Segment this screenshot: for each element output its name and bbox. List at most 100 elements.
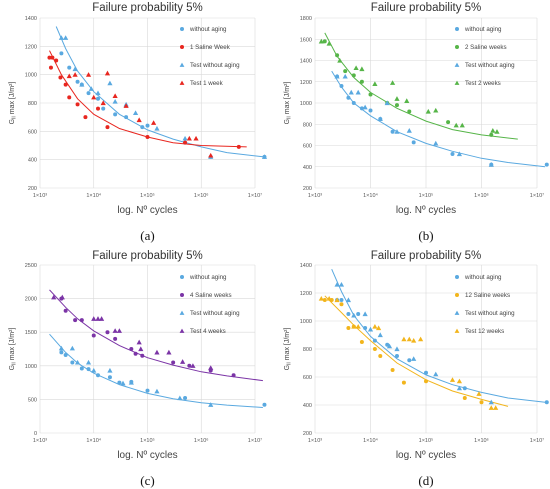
data-point (95, 90, 101, 96)
data-point (322, 298, 327, 302)
legend-marker (454, 62, 460, 67)
data-point (54, 58, 59, 63)
data-point (368, 92, 373, 97)
data-point (411, 338, 417, 343)
data-point (372, 324, 378, 329)
data-point (544, 162, 549, 167)
data-point (85, 359, 92, 365)
data-point (456, 378, 463, 384)
data-point (58, 75, 63, 80)
data-point (346, 95, 351, 100)
legend-marker (454, 80, 460, 85)
legend-marker (180, 27, 184, 31)
data-point (318, 296, 324, 301)
data-point (112, 98, 118, 104)
data-point (79, 318, 84, 323)
data-point (51, 294, 57, 300)
data-point (326, 296, 332, 301)
legend-marker (179, 310, 185, 315)
data-point (47, 55, 52, 60)
data-point (343, 69, 348, 74)
y-tick-label: 200 (28, 186, 37, 192)
data-point (326, 40, 332, 46)
legend-label: without aging (464, 274, 502, 281)
panel-label: (a) (140, 228, 154, 243)
y-axis-label: GII max [J/m²] (9, 82, 18, 125)
data-point (113, 336, 118, 341)
data-point (69, 345, 75, 351)
data-point (424, 370, 428, 375)
x-tick-label: 1×10⁵ (140, 192, 155, 199)
data-point (73, 318, 78, 323)
data-point (105, 330, 110, 335)
data-point (355, 324, 361, 329)
data-point (91, 333, 96, 338)
data-point (58, 35, 64, 40)
data-point (337, 57, 343, 63)
data-point (136, 117, 142, 123)
data-point (95, 316, 101, 321)
data-point (401, 380, 406, 385)
legend-marker (455, 293, 459, 297)
data-point (120, 380, 126, 386)
x-tick-label: 1×10³ (33, 438, 47, 444)
data-point (171, 360, 176, 365)
data-point (359, 340, 364, 344)
data-point (339, 302, 344, 307)
x-tick-label: 1×10⁴ (86, 192, 101, 199)
legend-marker (455, 45, 459, 49)
x-tick-label: 1×10⁷ (530, 192, 544, 199)
x-axis-label: log. Nº cycles (117, 450, 177, 461)
data-point (107, 80, 113, 86)
data-point (351, 312, 357, 318)
data-point (385, 342, 390, 347)
data-point (208, 402, 214, 407)
y-tick-label: 200 (303, 186, 312, 192)
data-point (407, 358, 412, 363)
data-point (493, 405, 499, 410)
data-point (66, 73, 72, 79)
data-point (231, 373, 236, 378)
data-point (96, 373, 101, 378)
data-point (345, 297, 352, 303)
data-point (91, 94, 97, 100)
data-point (193, 135, 199, 141)
data-point (490, 128, 496, 133)
x-tick-label: 1×10⁵ (140, 437, 155, 444)
chart-title: Failure probability 5% (92, 2, 203, 14)
data-point (48, 65, 53, 70)
chart-panel-1: 200 400 600 800 1000 1200 1400 1×10³ 1×10⁴ 1×10⁵ 1… (9, 2, 268, 243)
legend-label: Test without aging (465, 310, 515, 317)
data-point (104, 70, 111, 76)
y-tick-label: 1200 (300, 80, 312, 86)
y-tick-label: 400 (28, 158, 37, 164)
data-point (79, 81, 85, 87)
data-point (151, 120, 157, 125)
data-point (394, 354, 399, 358)
data-point (74, 359, 81, 365)
data-point (88, 86, 94, 91)
data-point (318, 38, 324, 44)
data-point (101, 106, 106, 111)
data-point (411, 140, 416, 145)
legend-label: without aging (189, 274, 227, 281)
x-tick-label: 1×10⁵ (419, 437, 434, 444)
data-point (433, 140, 439, 146)
panel-label: (d) (418, 473, 433, 488)
legend-label: Test 4 weeks (190, 328, 226, 335)
chart-title: Failure probability 5% (92, 250, 203, 262)
fit-curve (55, 26, 263, 158)
y-tick-label: 600 (303, 375, 312, 381)
data-point (63, 35, 69, 40)
data-point (346, 326, 351, 330)
y-tick-label: 1800 (300, 16, 312, 22)
data-point (406, 128, 412, 133)
y-axis-label: GII max [J/m²] (284, 328, 293, 371)
data-point (348, 89, 354, 95)
x-tick-label: 1×10⁷ (248, 192, 262, 199)
data-point (63, 308, 68, 313)
data-point (339, 84, 344, 88)
chart-panel-4: 200 400 600 800 1000 1200 1400 1×10³ 1×10⁴ 1×10⁵ 1… (284, 250, 549, 488)
data-point (117, 380, 122, 385)
data-point (462, 396, 467, 400)
